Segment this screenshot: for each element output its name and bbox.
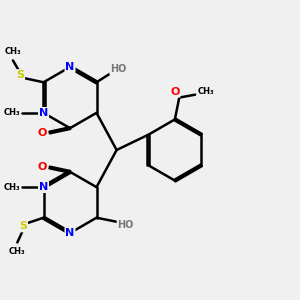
- Text: N: N: [65, 228, 75, 238]
- Text: HO: HO: [117, 220, 134, 230]
- Text: CH₃: CH₃: [9, 247, 26, 256]
- Text: O: O: [38, 128, 47, 137]
- Text: N: N: [65, 62, 75, 72]
- Text: O: O: [38, 163, 47, 172]
- Text: CH₃: CH₃: [3, 108, 20, 117]
- Text: CH₃: CH₃: [3, 183, 20, 192]
- Text: S: S: [16, 70, 24, 80]
- Text: N: N: [39, 108, 48, 118]
- Text: O: O: [170, 87, 180, 97]
- Text: CH₃: CH₃: [4, 47, 21, 56]
- Text: N: N: [39, 182, 48, 192]
- Text: S: S: [19, 221, 27, 232]
- Text: HO: HO: [110, 64, 127, 74]
- Text: CH₃: CH₃: [197, 87, 214, 96]
